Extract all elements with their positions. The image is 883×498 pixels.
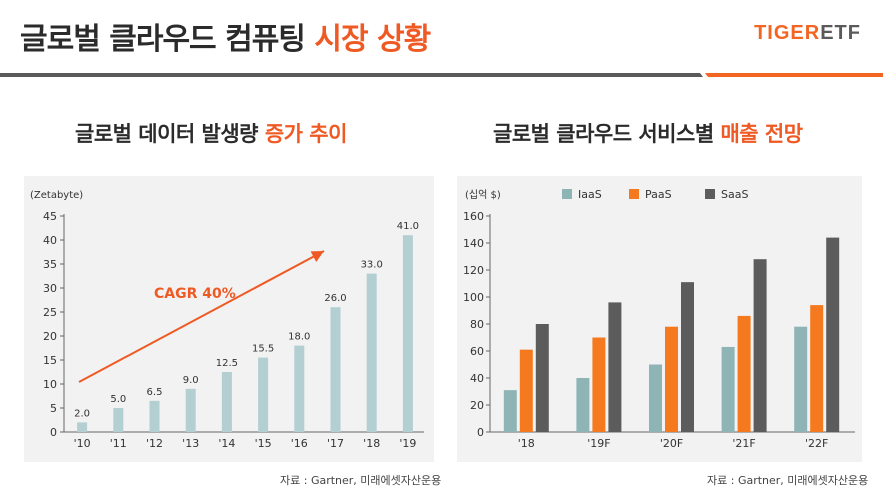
- header-divider: [0, 73, 883, 77]
- x-tick-label: '20F: [660, 437, 683, 450]
- x-tick-label: '21F: [732, 437, 755, 450]
- y-tick-label: 40: [43, 234, 57, 247]
- x-tick-label: '16: [291, 437, 308, 450]
- page-title: 글로벌 클라우드 컴퓨팅 시장 상황: [20, 22, 431, 57]
- x-tick-label: '18: [363, 437, 380, 450]
- y-tick-label: 120: [463, 264, 484, 277]
- y-tick-label: 60: [470, 345, 484, 358]
- right-source-note: 자료 : Gartner, 미래에셋자산운용: [707, 474, 869, 487]
- bar: [294, 345, 305, 432]
- y-tick-label: 10: [43, 378, 57, 391]
- bar-value-label: 26.0: [324, 293, 346, 304]
- left-chart-subtitle: 글로벌 데이터 발생량 증가 추이: [75, 122, 347, 146]
- page-title-highlight: 시장 상황: [314, 22, 431, 57]
- y-tick-label: 35: [43, 258, 57, 271]
- x-tick-label: '10: [74, 437, 91, 450]
- legend-swatch: [629, 189, 639, 199]
- y-tick-label: 20: [470, 399, 484, 412]
- cagr-arrow: [78, 250, 325, 383]
- y-unit-label: (십억 $): [465, 189, 501, 201]
- legend-label: SaaS: [721, 188, 748, 201]
- y-tick-label: 30: [43, 282, 57, 295]
- bar-value-label: 33.0: [361, 260, 383, 271]
- bar-value-label: 9.0: [183, 375, 199, 386]
- bar-saas: [826, 237, 840, 432]
- bar-value-label: 15.5: [252, 344, 274, 355]
- bar: [330, 307, 341, 432]
- bar: [149, 400, 160, 432]
- y-tick-label: 20: [43, 330, 57, 343]
- right-chart-subtitle: 글로벌 클라우드 서비스별 매출 전망: [493, 122, 803, 146]
- left-source-note: 자료 : Gartner, 미래에셋자산운용: [280, 474, 442, 487]
- bar-paas: [592, 337, 606, 432]
- bar: [113, 408, 124, 432]
- y-tick-label: 45: [43, 210, 57, 223]
- y-tick-label: 80: [470, 318, 484, 331]
- bar-iaas: [503, 390, 517, 432]
- y-tick-label: 40: [470, 372, 484, 385]
- y-tick-label: 0: [477, 426, 484, 439]
- left-chart-panel: (Zetabyte) 0 5 10 15 20 25 30 35 40 45 2.0 '10 5.0 '11…: [24, 176, 434, 462]
- bar-iaas: [721, 346, 735, 432]
- cagr-arrowhead: [310, 251, 324, 262]
- bar-saas: [681, 282, 694, 432]
- y-tick-label: 140: [463, 237, 484, 250]
- bar-value-label: 6.5: [147, 387, 163, 398]
- bar-paas: [665, 326, 678, 432]
- bar-value-label: 41.0: [397, 221, 419, 232]
- bar: [185, 388, 196, 432]
- x-tick-label: '15: [255, 437, 272, 450]
- x-tick-label: '14: [218, 437, 235, 450]
- bar-saas: [535, 324, 549, 432]
- bar-value-label: 12.5: [216, 358, 238, 369]
- legend-label: IaaS: [578, 188, 602, 201]
- bar-saas: [608, 302, 622, 432]
- y-tick-label: 0: [50, 426, 57, 439]
- cagr-annotation: CAGR 40%: [154, 286, 236, 302]
- brand-logo: TIGERETF: [754, 22, 861, 44]
- x-tick-label: '18: [518, 437, 535, 450]
- y-tick-label: 160: [463, 210, 484, 223]
- legend-swatch: [562, 189, 572, 199]
- y-tick-label: 5: [50, 402, 57, 415]
- bar-value-label: 2.0: [74, 408, 90, 419]
- bar-paas: [737, 315, 751, 432]
- bar-saas: [753, 259, 767, 432]
- bar-iaas: [576, 378, 590, 432]
- x-tick-label: '22F: [805, 437, 828, 450]
- bar: [221, 372, 232, 432]
- bar: [402, 235, 413, 432]
- y-tick-label: 15: [43, 354, 57, 367]
- bar: [77, 422, 88, 432]
- legend-swatch: [705, 189, 715, 199]
- bar-iaas: [649, 364, 662, 432]
- y-unit-label: (Zetabyte): [30, 190, 83, 201]
- x-tick-label: '19: [399, 437, 416, 450]
- x-tick-label: '17: [327, 437, 344, 450]
- x-tick-label: '19F: [587, 437, 610, 450]
- bar-paas: [519, 349, 533, 432]
- y-tick-label: 100: [463, 291, 484, 304]
- bar-value-label: 18.0: [288, 332, 310, 343]
- bar-paas: [810, 305, 824, 432]
- bar: [366, 273, 377, 432]
- data-growth-chart: (Zetabyte) 0 5 10 15 20 25 30 35 40 45 2.0 '10 5.0 '11…: [30, 190, 424, 450]
- bar: [258, 357, 269, 432]
- x-tick-label: '12: [146, 437, 163, 450]
- bar-iaas: [794, 326, 808, 432]
- bar-value-label: 5.0: [110, 394, 126, 405]
- right-chart-panel: (십억 $) IaaS PaaS SaaS 0 20 40 60 80 100 120 140 160 '…: [457, 176, 862, 462]
- x-tick-label: '13: [182, 437, 199, 450]
- x-tick-label: '11: [110, 437, 127, 450]
- cloud-revenue-chart: (십억 $) IaaS PaaS SaaS 0 20 40 60 80 100 120 140 160 '…: [463, 188, 855, 450]
- legend-label: PaaS: [645, 188, 672, 201]
- y-tick-label: 25: [43, 306, 57, 319]
